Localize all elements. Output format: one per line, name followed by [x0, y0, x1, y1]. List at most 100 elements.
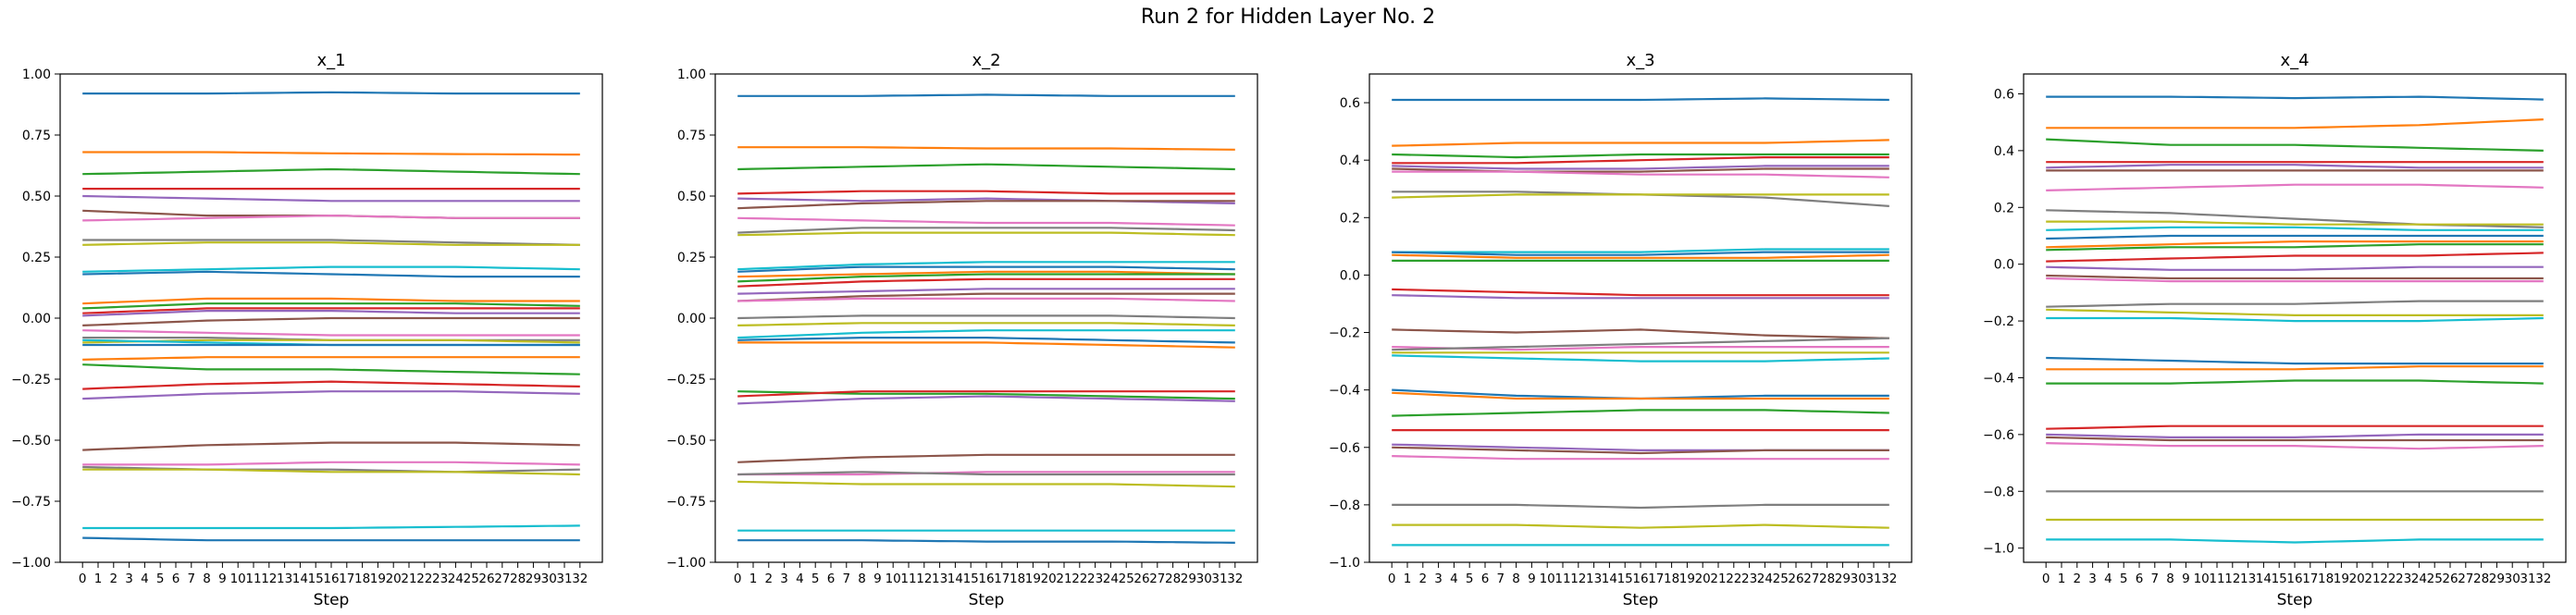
x-tick-label: 24 [2411, 572, 2427, 586]
x-tick-label: 28 [510, 572, 526, 586]
x-tick-label: 13 [2240, 572, 2256, 586]
series-line-28 [1392, 503, 1889, 510]
y-tick-label: 0.0 [1340, 268, 1360, 283]
series-line-9 [2046, 220, 2544, 226]
series-line-26 [737, 453, 1235, 463]
x-tick-label: 10 [2194, 572, 2210, 586]
x-tick-label: 19 [2334, 572, 2349, 586]
x-tick-label: 16 [323, 572, 339, 586]
series-line-25 [737, 395, 1235, 405]
x-tick-label: 29 [1835, 572, 1851, 586]
series-line-27 [737, 471, 1235, 476]
x-tick-label: 22 [416, 572, 432, 586]
x-tick-label: 7 [187, 572, 195, 586]
series-line-25 [2046, 433, 2544, 438]
x-tick-label: 21 [1056, 572, 1071, 586]
x-tick-label: 3 [2088, 572, 2097, 586]
x-axis-label: Step [2277, 591, 2313, 609]
series-line-11 [82, 270, 580, 278]
series-line-7 [2046, 183, 2544, 191]
x-tick-label: 9 [873, 572, 882, 586]
x-tick-label: 10 [1540, 572, 1555, 586]
y-tick-label: −1.00 [666, 556, 706, 571]
subplot-x4: 0 1 2 3 4 5 6 7 8 9 10 11 12 13 14 15 16 17 18 19 20 21 22 23 24… [1983, 51, 2567, 609]
series-line-20 [2046, 316, 2544, 323]
x-tick-label: 3 [125, 572, 133, 586]
x-tick-label: 5 [156, 572, 165, 586]
series-line-26 [2046, 436, 2544, 442]
x-tick-label: 15 [2272, 572, 2287, 586]
x-tick-label: 9 [2182, 572, 2190, 586]
x-tick-label: 29 [1181, 572, 1196, 586]
x-tick-label: 13 [277, 572, 292, 586]
x-tick-label: 15 [308, 572, 324, 586]
x-tick-label: 13 [1586, 572, 1602, 586]
x-tick-label: 15 [1617, 572, 1633, 586]
series-line-24 [2046, 424, 2544, 430]
x-tick-label: 0 [79, 572, 87, 586]
x-axis-label: Step [1623, 591, 1659, 609]
series-line-5 [82, 194, 580, 203]
series-line-4 [737, 190, 1235, 195]
y-tick-label: −0.50 [11, 434, 51, 449]
x-tick-label: 22 [1726, 572, 1741, 586]
y-tick-label: −0.25 [666, 373, 706, 387]
series-line-24 [82, 380, 580, 390]
series-line-22 [1392, 391, 1889, 400]
x-tick-label: 2 [764, 572, 773, 586]
series-line-2 [1392, 139, 1889, 147]
series-line-2 [737, 146, 1235, 151]
series-line-13 [737, 273, 1235, 283]
x-tick-label: 32 [572, 572, 588, 586]
x-tick-label: 25 [2427, 572, 2443, 586]
x-tick-label: 20 [1695, 572, 1711, 586]
series-line-22 [82, 356, 580, 361]
subplot-title: x_2 [972, 51, 1000, 70]
series-line-15 [2046, 265, 2544, 271]
x-tick-label: 19 [370, 572, 386, 586]
x-tick-label: 20 [2349, 572, 2365, 586]
series-line-12 [2046, 240, 2544, 249]
x-tick-label: 14 [2256, 572, 2272, 586]
series-line-22 [2046, 365, 2544, 371]
series-line-27 [2046, 442, 2544, 450]
series-line-3 [737, 163, 1235, 171]
series-line-13 [2046, 243, 2544, 252]
x-tick-label: 3 [780, 572, 788, 586]
x-tick-label: 2 [1418, 572, 1427, 586]
x-tick-label: 26 [478, 572, 494, 586]
y-tick-label: 0.6 [1994, 87, 2014, 102]
series-line-7 [82, 215, 580, 222]
series-line-17 [2046, 277, 2544, 283]
x-tick-label: 18 [1664, 572, 1679, 586]
series-line-13 [82, 302, 580, 310]
y-tick-label: 0.2 [1340, 211, 1360, 226]
series-line-15 [1392, 294, 1889, 300]
x-tick-label: 8 [1512, 572, 1520, 586]
series-line-21 [2046, 356, 2544, 365]
series-line-10 [82, 265, 580, 273]
series-line-3 [2046, 138, 2544, 152]
y-tick-label: 0.4 [1340, 154, 1360, 168]
x-tick-label: 23 [1087, 572, 1103, 586]
x-tick-label: 31 [556, 572, 572, 586]
x-tick-label: 23 [2396, 572, 2411, 586]
x-tick-label: 7 [842, 572, 850, 586]
series-line-26 [1392, 446, 1889, 455]
y-tick-label: 0.4 [1994, 144, 2014, 159]
x-tick-label: 8 [858, 572, 866, 586]
series-line-3 [82, 167, 580, 176]
y-tick-label: −0.50 [666, 434, 706, 449]
y-tick-label: −0.4 [1329, 384, 1360, 399]
x-tick-label: 22 [1071, 572, 1087, 586]
series-line-17 [82, 329, 580, 337]
series-line-23 [2046, 379, 2544, 385]
series-line-24 [737, 390, 1235, 398]
y-tick-label: −0.8 [1983, 485, 2014, 499]
x-tick-label: 21 [401, 572, 416, 586]
x-tick-label: 10 [886, 572, 901, 586]
series-line-16 [737, 292, 1235, 302]
x-tick-label: 23 [1741, 572, 1757, 586]
series-line-1 [1392, 97, 1889, 102]
x-tick-label: 24 [1103, 572, 1119, 586]
